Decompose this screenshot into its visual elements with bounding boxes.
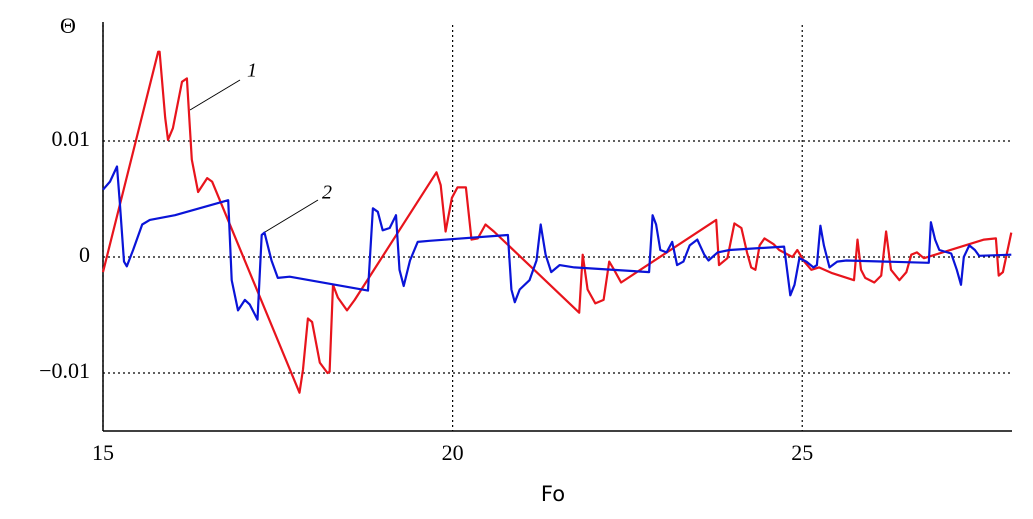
y-tick-label: 0 xyxy=(79,242,90,267)
y-tick-label: 0.01 xyxy=(52,126,91,151)
leader-line xyxy=(264,199,319,233)
series-line xyxy=(101,50,1013,394)
x-tick-label: 15 xyxy=(92,440,114,465)
leader-line xyxy=(189,79,241,111)
x-axis-label: Fo xyxy=(541,482,565,506)
x-tick-label: 20 xyxy=(442,440,464,465)
y-axis-label: Θ xyxy=(60,13,76,38)
x-tick-label: 25 xyxy=(791,440,813,465)
series-label: 1 xyxy=(247,60,257,82)
series-line xyxy=(102,165,1012,321)
series-label: 2 xyxy=(322,182,332,204)
y-tick-label: −0.01 xyxy=(39,358,90,383)
